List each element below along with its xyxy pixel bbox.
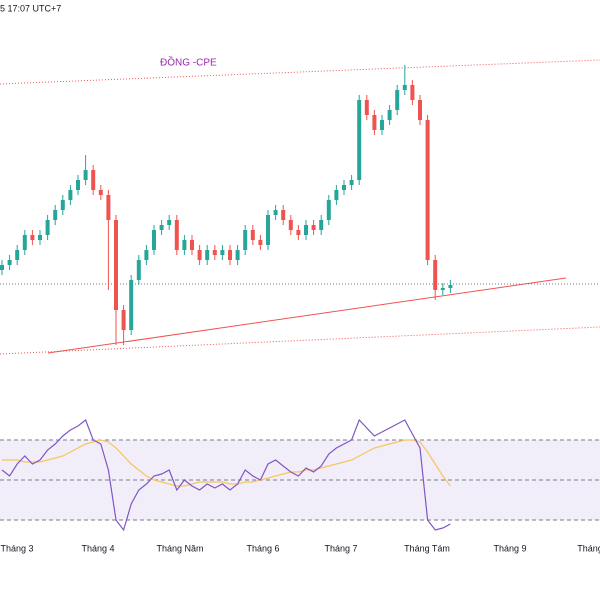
candle-body bbox=[7, 260, 12, 265]
candle-body bbox=[98, 190, 103, 195]
candle-body bbox=[433, 260, 438, 290]
candle-body bbox=[250, 230, 255, 240]
annotation: ĐỒNG -CPE bbox=[160, 56, 217, 69]
candle-body bbox=[440, 288, 445, 290]
candle-body bbox=[288, 220, 293, 230]
candle-body bbox=[402, 85, 407, 90]
x-tick-label: Tháng 6 bbox=[246, 543, 279, 553]
candle-body bbox=[395, 90, 400, 110]
candle-body bbox=[144, 250, 149, 260]
candle-body bbox=[174, 220, 179, 250]
x-tick-label: Tháng 9 bbox=[493, 543, 526, 553]
candle-body bbox=[304, 225, 308, 235]
x-tick-label: Tháng Năm bbox=[156, 543, 203, 553]
candle-body bbox=[60, 200, 65, 210]
rsi-band bbox=[0, 440, 600, 520]
top-text: 5 17:07 UTC+7 bbox=[0, 3, 61, 13]
candle-body bbox=[45, 220, 50, 235]
candle-body bbox=[197, 250, 202, 260]
candle-body bbox=[22, 235, 27, 250]
x-tick-label: Tháng 3 bbox=[0, 543, 33, 553]
candle-body bbox=[266, 215, 270, 245]
candle-body bbox=[380, 120, 384, 130]
candle-body bbox=[152, 230, 156, 250]
candle-body bbox=[281, 210, 286, 220]
candle-body bbox=[235, 250, 240, 260]
candle-body bbox=[205, 250, 210, 260]
candle-body bbox=[68, 190, 73, 200]
candle-body bbox=[319, 220, 324, 230]
candle-body bbox=[364, 100, 369, 115]
rsi-ma-line bbox=[2, 439, 451, 487]
candle-body bbox=[167, 220, 172, 225]
candle-body bbox=[334, 190, 339, 200]
x-tick-label: Tháng 7 bbox=[324, 543, 357, 553]
candle-body bbox=[182, 240, 187, 250]
channel-bottom bbox=[0, 326, 600, 355]
candle-body bbox=[0, 265, 4, 270]
candle-body bbox=[83, 170, 88, 180]
candle-body bbox=[121, 310, 126, 330]
candle-body bbox=[296, 230, 301, 235]
candle-body bbox=[15, 250, 20, 260]
candle-body bbox=[212, 250, 217, 255]
channel-top bbox=[0, 59, 600, 85]
candle-body bbox=[273, 210, 278, 215]
candle-body bbox=[425, 120, 430, 260]
x-tick-label: Tháng 4 bbox=[81, 543, 114, 553]
candle-body bbox=[357, 100, 362, 180]
candle-body bbox=[114, 220, 118, 310]
rsi-line bbox=[1, 418, 451, 532]
candle-body bbox=[372, 115, 377, 130]
candle-body bbox=[38, 235, 42, 240]
candle-body bbox=[410, 85, 415, 100]
candle-body bbox=[258, 240, 263, 245]
candle-body bbox=[311, 225, 316, 230]
candle-body bbox=[106, 195, 111, 220]
candle-body bbox=[243, 230, 248, 250]
candle-body bbox=[342, 185, 346, 190]
candle-body bbox=[76, 180, 80, 190]
drawings bbox=[0, 59, 600, 355]
candle-body bbox=[418, 100, 422, 120]
candle-body bbox=[448, 285, 453, 288]
candle-body bbox=[190, 240, 194, 250]
x-tick-label: Tháng bbox=[577, 543, 600, 553]
candle-body bbox=[136, 260, 141, 280]
trend-line bbox=[47, 277, 567, 354]
candle-body bbox=[326, 200, 331, 220]
candle-body bbox=[220, 250, 225, 255]
candle-body bbox=[30, 235, 35, 240]
candle-body bbox=[159, 225, 164, 230]
candle-body bbox=[129, 280, 134, 330]
candle-body bbox=[387, 110, 392, 120]
candle-body bbox=[349, 180, 354, 185]
candle-body bbox=[53, 210, 58, 220]
candle-body bbox=[228, 250, 232, 260]
candle-body bbox=[91, 170, 96, 190]
x-tick-label: Tháng Tám bbox=[404, 543, 450, 553]
